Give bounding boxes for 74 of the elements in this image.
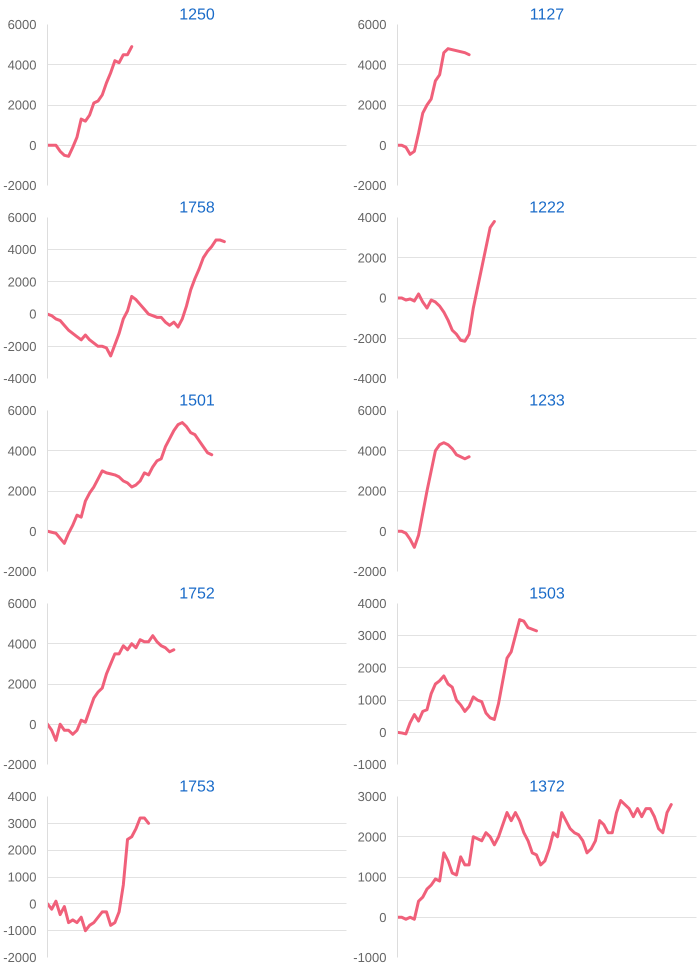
- y-tick-label: 0: [29, 896, 37, 912]
- y-tick-label: -1000: [353, 757, 386, 772]
- y-tick-label: 4000: [8, 57, 36, 72]
- y-tick-label: 2000: [358, 98, 386, 112]
- y-tick-label: -2000: [3, 757, 36, 772]
- chart-title: 1222: [529, 200, 565, 216]
- y-tick-label: 6000: [8, 17, 36, 32]
- y-tick-label: 1000: [358, 870, 386, 884]
- y-tick-label: -4000: [353, 371, 386, 386]
- chart-title: 1503: [529, 586, 565, 602]
- y-tick-label: 4000: [8, 636, 36, 652]
- chart-title: 1372: [529, 778, 565, 796]
- y-tick-label: 1000: [8, 870, 36, 884]
- y-tick-label: 2000: [358, 660, 386, 676]
- y-tick-label: 2000: [358, 484, 386, 498]
- chart-title: 1758: [179, 200, 215, 216]
- y-tick-label: -2000: [3, 564, 36, 579]
- y-tick-label: 0: [379, 290, 387, 306]
- y-tick-label: 0: [379, 138, 387, 153]
- y-tick-label: -2000: [3, 178, 36, 193]
- line-series: [48, 634, 176, 742]
- line-series: [48, 816, 150, 932]
- y-tick-label: 6000: [8, 596, 36, 611]
- y-tick-label: 0: [379, 910, 387, 925]
- chart-title: 1233: [529, 392, 565, 410]
- y-tick-label: -2000: [3, 950, 36, 965]
- line-series: [48, 238, 226, 358]
- y-tick-label: 2000: [358, 250, 386, 266]
- y-tick-label: 6000: [8, 403, 36, 418]
- y-tick-label: 3000: [358, 628, 386, 644]
- line-series: [398, 441, 471, 549]
- y-tick-label: 4000: [358, 57, 386, 72]
- y-tick-label: 0: [29, 716, 37, 732]
- y-tick-label: -2000: [353, 564, 386, 579]
- chart-title: 1752: [179, 586, 215, 602]
- y-tick-label: 2000: [8, 676, 36, 692]
- chart-title: 1127: [530, 6, 564, 24]
- y-tick-label: -2000: [3, 338, 36, 354]
- chart-title: 1250: [179, 6, 215, 24]
- y-tick-label: 3000: [358, 789, 386, 804]
- y-tick-label: 4000: [358, 596, 386, 611]
- y-tick-label: 2000: [8, 484, 36, 498]
- y-tick-label: -2000: [353, 330, 386, 346]
- y-tick-label: -1000: [353, 950, 386, 965]
- y-tick-label: 4000: [358, 443, 386, 458]
- y-tick-label: -1000: [3, 923, 36, 938]
- line-series: [48, 421, 214, 545]
- y-tick-label: 6000: [358, 403, 386, 418]
- y-tick-label: 0: [379, 724, 387, 740]
- y-tick-label: 0: [29, 138, 37, 153]
- line-series: [398, 47, 471, 156]
- y-tick-label: 0: [379, 524, 387, 539]
- line-series: [398, 618, 538, 736]
- y-tick-label: 0: [29, 306, 37, 322]
- y-tick-label: 4000: [8, 443, 36, 458]
- y-tick-label: 2000: [358, 829, 386, 844]
- y-tick-label: -2000: [353, 178, 386, 193]
- y-tick-label: 6000: [358, 17, 386, 32]
- line-series: [398, 220, 496, 343]
- line-series: [48, 45, 134, 158]
- y-tick-label: 3000: [8, 816, 36, 831]
- y-tick-label: 4000: [358, 210, 386, 225]
- y-tick-label: 4000: [8, 789, 36, 804]
- chart-title: 1753: [179, 778, 215, 796]
- y-tick-label: 0: [29, 524, 37, 539]
- y-tick-label: 2000: [8, 842, 36, 858]
- y-tick-label: 2000: [8, 98, 36, 112]
- chart-title: 1501: [179, 392, 215, 410]
- y-tick-label: 1000: [358, 692, 386, 708]
- y-tick-label: -4000: [3, 371, 36, 386]
- y-tick-label: 2000: [8, 274, 36, 290]
- line-series: [398, 799, 673, 921]
- y-tick-label: 6000: [8, 210, 36, 225]
- y-tick-label: 4000: [8, 242, 36, 258]
